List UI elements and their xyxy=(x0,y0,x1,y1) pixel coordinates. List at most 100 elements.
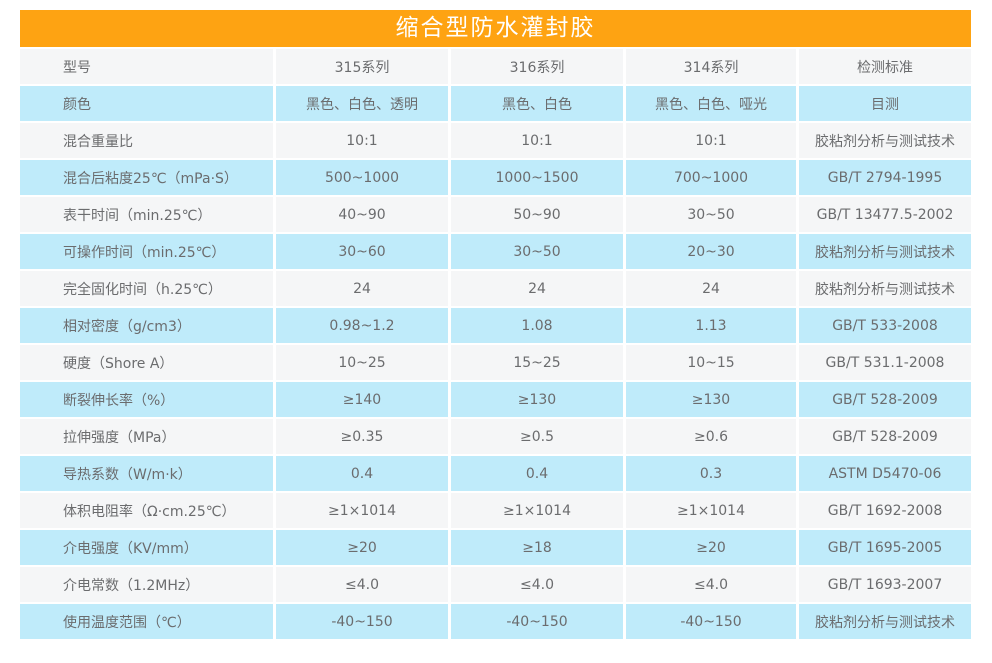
table-row: 介电常数（1.2MHz） ≤4.0 ≤4.0 ≤4.0 GB/T 1693-2007 xyxy=(20,567,971,602)
row-value: 15~25 xyxy=(451,345,623,380)
table-row: 硬度（Shore A） 10~25 15~25 10~15 GB/T 531.1-200… xyxy=(20,345,971,380)
row-value: -40~150 xyxy=(276,604,448,639)
row-label: 导热系数（W/m·k） xyxy=(20,456,273,491)
row-value: ≤4.0 xyxy=(451,567,623,602)
table-body: 颜色 黑色、白色、透明 黑色、白色 黑色、白色、哑光 目测 混合重量比 10:1 10:1 10… xyxy=(20,86,971,639)
table-row: 相对密度（g/cm3） 0.98~1.2 1.08 1.13 GB/T 533-2008 xyxy=(20,308,971,343)
row-label: 混合重量比 xyxy=(20,123,273,158)
table-title: 缩合型防水灌封胶 xyxy=(20,10,971,47)
row-value: GB/T 528-2009 xyxy=(799,419,971,454)
row-value: 20~30 xyxy=(626,234,796,269)
row-value: 胶粘剂分析与测试技术 xyxy=(799,271,971,306)
row-value: 700~1000 xyxy=(626,160,796,195)
row-value: 30~50 xyxy=(451,234,623,269)
row-value: 1.08 xyxy=(451,308,623,343)
row-label: 介电强度（KV/mm） xyxy=(20,530,273,565)
row-value: ≥140 xyxy=(276,382,448,417)
row-value: -40~150 xyxy=(451,604,623,639)
row-value: ≥0.6 xyxy=(626,419,796,454)
table-row: 体积电阻率（Ω·cm.25℃） ≥1×1014 ≥1×1014 ≥1×1014 GB/T… xyxy=(20,493,971,528)
table-row: 介电强度（KV/mm） ≥20 ≥18 ≥20 GB/T 1695-2005 xyxy=(20,530,971,565)
row-value: 黑色、白色 xyxy=(451,86,623,121)
row-value: ≥1×1014 xyxy=(451,493,623,528)
row-value: 30~50 xyxy=(626,197,796,232)
table-row: 表干时间（min.25℃） 40~90 50~90 30~50 GB/T 13477.5… xyxy=(20,197,971,232)
row-value: 0.4 xyxy=(451,456,623,491)
row-value: 目测 xyxy=(799,86,971,121)
row-label: 硬度（Shore A） xyxy=(20,345,273,380)
row-value: ≥1×1014 xyxy=(626,493,796,528)
table-row: 可操作时间（min.25℃） 30~60 30~50 20~30 胶粘剂分析与测试技术 xyxy=(20,234,971,269)
row-label: 相对密度（g/cm3） xyxy=(20,308,273,343)
row-value: 10:1 xyxy=(626,123,796,158)
row-value: ≤4.0 xyxy=(276,567,448,602)
row-value: 胶粘剂分析与测试技术 xyxy=(799,234,971,269)
row-label: 体积电阻率（Ω·cm.25℃） xyxy=(20,493,273,528)
row-value: GB/T 533-2008 xyxy=(799,308,971,343)
table-row: 混合后粘度25℃（mPa·S） 500~1000 1000~1500 700~1000… xyxy=(20,160,971,195)
row-value: 500~1000 xyxy=(276,160,448,195)
row-value: 10~25 xyxy=(276,345,448,380)
row-value: 50~90 xyxy=(451,197,623,232)
column-header: 314系列 xyxy=(626,49,796,84)
row-value: 10~15 xyxy=(626,345,796,380)
row-label: 使用温度范围（℃） xyxy=(20,604,273,639)
row-value: 10:1 xyxy=(276,123,448,158)
table-row: 使用温度范围（℃） -40~150 -40~150 -40~150 胶粘剂分析与测试技术 xyxy=(20,604,971,639)
table-row: 拉伸强度（MPa） ≥0.35 ≥0.5 ≥0.6 GB/T 528-2009 xyxy=(20,419,971,454)
row-value: GB/T 531.1-2008 xyxy=(799,345,971,380)
row-value: ASTM D5470-06 xyxy=(799,456,971,491)
row-value: 胶粘剂分析与测试技术 xyxy=(799,604,971,639)
row-value: ≥0.5 xyxy=(451,419,623,454)
column-header: 检测标准 xyxy=(799,49,971,84)
row-value: 24 xyxy=(276,271,448,306)
row-value: 胶粘剂分析与测试技术 xyxy=(799,123,971,158)
row-value: -40~150 xyxy=(626,604,796,639)
row-value: GB/T 528-2009 xyxy=(799,382,971,417)
row-value: ≥20 xyxy=(626,530,796,565)
row-value: ≥0.35 xyxy=(276,419,448,454)
row-label: 颜色 xyxy=(20,86,273,121)
table-row: 颜色 黑色、白色、透明 黑色、白色 黑色、白色、哑光 目测 xyxy=(20,86,971,121)
row-value: ≥20 xyxy=(276,530,448,565)
row-value: ≥130 xyxy=(626,382,796,417)
row-value: GB/T 1692-2008 xyxy=(799,493,971,528)
row-label: 介电常数（1.2MHz） xyxy=(20,567,273,602)
row-value: ≥1×1014 xyxy=(276,493,448,528)
row-value: ≥18 xyxy=(451,530,623,565)
row-value: GB/T 1695-2005 xyxy=(799,530,971,565)
column-header: 315系列 xyxy=(276,49,448,84)
row-label: 混合后粘度25℃（mPa·S） xyxy=(20,160,273,195)
table-row: 混合重量比 10:1 10:1 10:1 胶粘剂分析与测试技术 xyxy=(20,123,971,158)
table-header-row: 型号 315系列 316系列 314系列 检测标准 xyxy=(20,49,971,84)
spec-table: 缩合型防水灌封胶 型号 315系列 316系列 314系列 检测标准 颜色 黑色、白色、透… xyxy=(20,10,971,639)
row-label: 断裂伸长率（%） xyxy=(20,382,273,417)
table-row: 断裂伸长率（%） ≥140 ≥130 ≥130 GB/T 528-2009 xyxy=(20,382,971,417)
row-value: 10:1 xyxy=(451,123,623,158)
row-value: 黑色、白色、透明 xyxy=(276,86,448,121)
row-value: 黑色、白色、哑光 xyxy=(626,86,796,121)
row-value: 1000~1500 xyxy=(451,160,623,195)
row-value: GB/T 1693-2007 xyxy=(799,567,971,602)
row-value: 24 xyxy=(451,271,623,306)
row-value: 1.13 xyxy=(626,308,796,343)
row-value: GB/T 2794-1995 xyxy=(799,160,971,195)
row-label: 完全固化时间（h.25℃） xyxy=(20,271,273,306)
row-value: 0.4 xyxy=(276,456,448,491)
row-value: ≤4.0 xyxy=(626,567,796,602)
table-row: 导热系数（W/m·k） 0.4 0.4 0.3 ASTM D5470-06 xyxy=(20,456,971,491)
row-value: 0.98~1.2 xyxy=(276,308,448,343)
table-row: 完全固化时间（h.25℃） 24 24 24 胶粘剂分析与测试技术 xyxy=(20,271,971,306)
column-header: 316系列 xyxy=(451,49,623,84)
row-label: 表干时间（min.25℃） xyxy=(20,197,273,232)
row-label: 拉伸强度（MPa） xyxy=(20,419,273,454)
column-header-model: 型号 xyxy=(20,49,273,84)
row-value: GB/T 13477.5-2002 xyxy=(799,197,971,232)
row-label: 可操作时间（min.25℃） xyxy=(20,234,273,269)
row-value: 0.3 xyxy=(626,456,796,491)
row-value: 40~90 xyxy=(276,197,448,232)
row-value: 30~60 xyxy=(276,234,448,269)
row-value: ≥130 xyxy=(451,382,623,417)
row-value: 24 xyxy=(626,271,796,306)
